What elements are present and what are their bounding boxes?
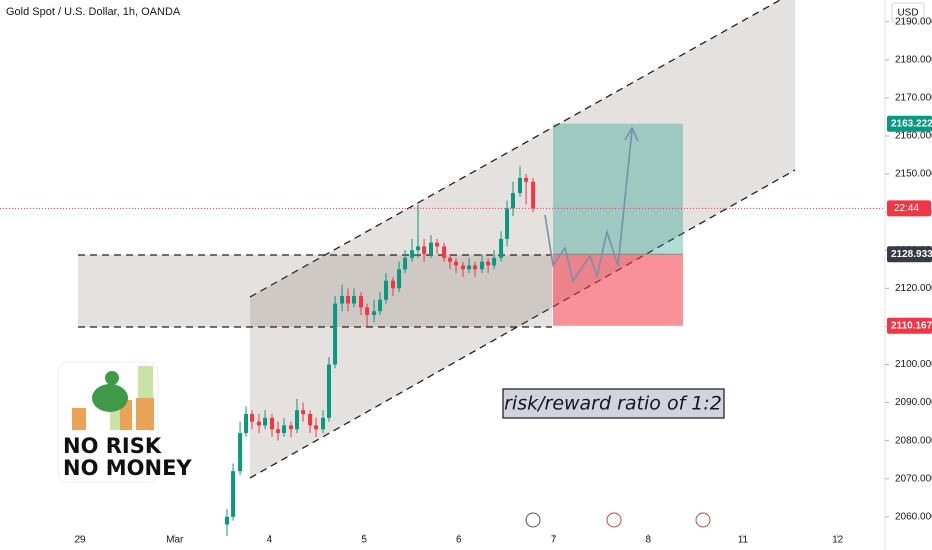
candle-body	[340, 295, 345, 304]
y-tick-label: 2090.000	[895, 397, 932, 408]
x-tick-label: 12	[832, 535, 844, 546]
candle-body	[365, 307, 370, 315]
candle-body	[372, 311, 377, 315]
event-icon[interactable]	[606, 512, 622, 528]
annotation-box	[502, 388, 725, 419]
y-tick-label: 2080.000	[895, 435, 932, 446]
price-tag	[887, 317, 932, 334]
candle-body	[276, 429, 281, 434]
candle-body	[511, 193, 516, 209]
projection-arrow	[624, 126, 639, 142]
candle-body	[326, 364, 331, 418]
candle-body	[238, 433, 243, 472]
candle-body	[269, 417, 274, 430]
candle-body	[282, 425, 287, 434]
logo-line-1: NO RISK	[63, 434, 162, 458]
candle-body	[442, 246, 447, 258]
target-zone	[553, 123, 683, 255]
x-tick-label: 5	[361, 535, 367, 546]
x-tick-label: Mar	[166, 535, 184, 546]
candle-body	[473, 265, 478, 270]
price-tag-label: 2110.167	[891, 320, 932, 331]
candle-body	[499, 238, 504, 258]
x-tick-label: 4	[267, 535, 273, 546]
y-tick-label: 2060.000	[895, 512, 932, 523]
candle-body	[308, 414, 313, 426]
y-tick-label: 2120.000	[895, 283, 932, 294]
currency-button[interactable]	[891, 2, 925, 23]
candle-body	[225, 516, 230, 525]
x-tick-label: 8	[645, 535, 651, 546]
candle-body	[244, 414, 249, 434]
candle-body	[435, 242, 440, 247]
candle-body	[346, 295, 351, 304]
candle-body	[403, 257, 408, 270]
candle-body	[480, 261, 485, 270]
candle-body	[428, 242, 433, 255]
chart-title: Gold Spot / U.S. Dollar, 1h, OANDA	[6, 6, 181, 18]
candle-body	[289, 425, 294, 430]
logo-line-2: NO MONEY	[63, 456, 192, 480]
candle-body	[384, 280, 389, 300]
y-tick-label: 2190.000	[895, 16, 932, 27]
price-tag	[887, 115, 932, 132]
candle-body	[467, 265, 472, 270]
x-tick-label: 6	[456, 535, 462, 546]
candle-body	[416, 246, 421, 251]
candle-body	[518, 177, 523, 194]
countdown-tag	[887, 200, 931, 217]
y-tick-label: 2100.000	[895, 359, 932, 370]
y-tick-label: 2170.000	[895, 93, 932, 104]
candle-body	[359, 295, 364, 308]
candle-body	[352, 295, 356, 304]
position-box	[553, 123, 683, 326]
price-tag-label: 2128.933	[891, 249, 932, 260]
y-tick-label: 2150.000	[895, 169, 932, 180]
candle-body	[378, 299, 383, 312]
candle-body	[422, 246, 427, 255]
candle-body	[397, 269, 402, 289]
y-tick-label: 2160.000	[895, 131, 932, 142]
candle-body	[492, 257, 497, 266]
candle-body	[301, 410, 306, 415]
channel-fill	[250, 0, 795, 478]
channel-top	[249, 0, 781, 298]
currency: USD	[897, 8, 918, 19]
event-icon[interactable]	[525, 512, 541, 528]
candle-body	[410, 250, 415, 258]
candle-body	[524, 177, 529, 182]
range-box	[78, 255, 552, 327]
annotation: risk/reward ratio of 1:2	[504, 393, 722, 415]
logo: NO RISK NO MONEY	[57, 361, 192, 483]
channel-bottom	[249, 169, 796, 479]
event-icon[interactable]	[695, 512, 711, 528]
candle-body	[486, 261, 491, 266]
candle-body	[531, 181, 536, 209]
candle-body	[257, 421, 262, 426]
x-tick-label: 29	[74, 535, 86, 546]
candle-body	[333, 303, 338, 365]
candle-body	[453, 261, 458, 266]
countdown: 22:44	[894, 203, 919, 214]
price-tag-label: 2163.222	[891, 118, 932, 129]
x-tick-label: 11	[738, 535, 749, 546]
candle-body	[250, 414, 255, 422]
y-tick-label: 2070.000	[895, 473, 932, 484]
projection-path	[544, 129, 633, 283]
y-tick-label: 2180.000	[895, 54, 932, 65]
candle-body	[505, 208, 510, 239]
candle-body	[231, 471, 236, 517]
candle-body	[263, 417, 268, 426]
candles	[225, 166, 536, 536]
stop-zone	[553, 254, 683, 326]
candle-body	[391, 280, 396, 289]
candle-body	[461, 265, 466, 270]
candle-body	[448, 257, 453, 262]
x-tick-label: 7	[551, 535, 557, 546]
candle-body	[321, 417, 326, 430]
price-tag	[887, 246, 932, 263]
candle-body	[314, 425, 319, 430]
candle-body	[294, 410, 299, 430]
